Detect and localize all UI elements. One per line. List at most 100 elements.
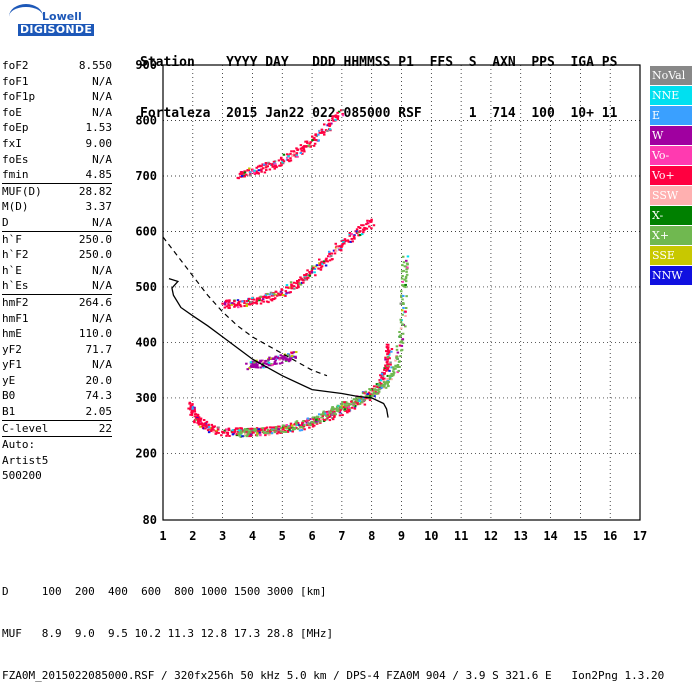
echo-point (247, 432, 250, 435)
param-row: yF2 71.7 (2, 342, 112, 358)
echo-point (233, 300, 236, 303)
echo-point (390, 378, 393, 381)
echo-point (203, 423, 206, 426)
echo-point (228, 434, 231, 437)
param-value: N/A (92, 279, 112, 293)
echo-point (273, 356, 277, 359)
echo-point (280, 291, 284, 294)
echo-point (313, 137, 316, 140)
echo-point (369, 389, 372, 392)
echo-point (271, 363, 274, 366)
echo-point (264, 359, 268, 362)
echo-point (236, 176, 240, 179)
echo-point (331, 406, 334, 409)
echo-point (274, 290, 278, 293)
echo-point (340, 244, 344, 247)
echo-point (188, 401, 192, 404)
echo-point (297, 278, 301, 281)
echo-point (341, 403, 344, 406)
echo-point (189, 413, 192, 416)
echo-point (384, 366, 387, 369)
echo-point (348, 233, 351, 236)
echo-point (286, 430, 290, 433)
echo-point (300, 149, 303, 152)
echo-point (289, 281, 293, 284)
echo-point (248, 367, 251, 370)
echo-point (313, 421, 316, 424)
param-row: h`F2 250.0 (2, 247, 112, 263)
echo-point (328, 122, 332, 125)
echo-point (305, 145, 309, 148)
param-row: yE 20.0 (2, 373, 112, 389)
echo-point (193, 408, 196, 411)
echo-point (212, 429, 215, 432)
echo-point (286, 159, 290, 162)
echo-point (263, 362, 266, 365)
echo-point (339, 408, 343, 411)
echo-point (225, 428, 229, 431)
echo-point (251, 302, 254, 305)
echo-point (303, 423, 306, 426)
echo-point (368, 225, 371, 228)
echo-point (250, 298, 254, 301)
echo-point (381, 376, 384, 379)
param-row: foE N/A (2, 105, 112, 121)
echo-point (243, 175, 247, 178)
param-value: 1.53 (85, 121, 113, 135)
param-value: 3.37 (85, 200, 113, 214)
echo-point (262, 432, 266, 435)
echo-point (321, 416, 324, 419)
echo-point (386, 380, 390, 383)
echo-point (401, 298, 404, 301)
echo-point (365, 227, 369, 230)
echo-point (319, 420, 322, 423)
echo-point (306, 417, 310, 420)
echo-point (401, 323, 405, 326)
echo-point (273, 431, 277, 434)
echo-point (229, 302, 233, 305)
echo-point (390, 348, 394, 351)
echo-point (260, 429, 263, 432)
echo-point (322, 261, 326, 264)
echo-point (223, 301, 227, 304)
echo-point (240, 175, 244, 178)
echo-point (255, 301, 258, 304)
echo-point (373, 388, 376, 391)
echo-point (330, 407, 334, 410)
echo-point (206, 429, 210, 432)
echo-point (266, 428, 270, 431)
echo-point (286, 425, 290, 428)
scaled-parameters-panel: foF2 8.550 foF1 N/A foF1p N/A foE N/A foEp 1.53 fx… (2, 58, 112, 484)
legend-item: NNE (650, 85, 692, 106)
echo-point (213, 425, 216, 428)
echo-point (293, 426, 296, 429)
echo-point (255, 434, 259, 437)
echo-point (228, 300, 231, 303)
echo-point (313, 271, 316, 274)
echo-point (241, 429, 244, 432)
echo-point (249, 431, 252, 434)
echo-point (196, 414, 200, 417)
echo-point (278, 362, 282, 365)
echo-point (386, 363, 390, 366)
polarization-legend: NoVal NNE E W Vo- Vo+ SSW X- X+ SSE NNW (650, 66, 692, 286)
echo-point (341, 114, 345, 117)
echo-point (348, 232, 352, 235)
echo-point (400, 295, 403, 298)
echo-point (336, 408, 339, 411)
echo-point (405, 273, 409, 276)
echo-point (316, 416, 320, 419)
echo-point (262, 163, 266, 166)
echo-point (284, 430, 288, 433)
echo-point (258, 431, 261, 434)
echo-point (337, 110, 341, 113)
echo-point (386, 347, 389, 350)
header-labels: Station YYYY DAY DDD HHMMSS P1 FFS S AXN… (140, 55, 618, 70)
echo-point (191, 411, 194, 414)
echo-point (330, 255, 333, 258)
echo-point (352, 404, 355, 407)
param-row: foEs N/A (2, 152, 112, 168)
echo-point (247, 430, 251, 433)
echo-point (307, 423, 311, 426)
echo-point (270, 357, 273, 360)
